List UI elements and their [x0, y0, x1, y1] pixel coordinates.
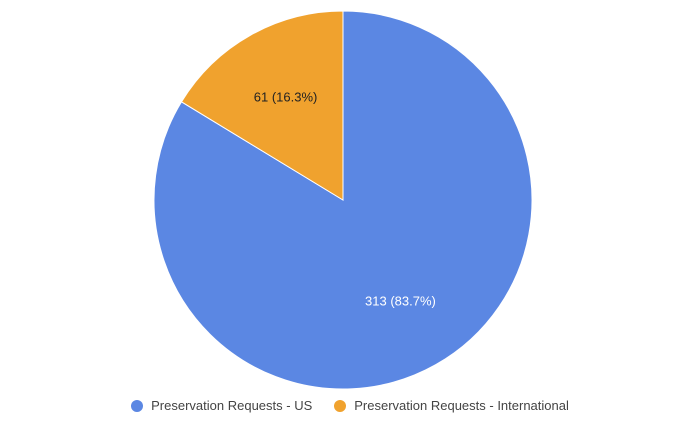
slice-label-us: 313 (83.7%)	[365, 294, 436, 309]
pie-slice-international	[180, 10, 344, 201]
legend-swatch-international	[334, 399, 347, 412]
chart-legend: Preservation Requests - US Preservation …	[0, 398, 700, 413]
legend-swatch-us	[131, 399, 144, 412]
legend-item-us: Preservation Requests - US	[131, 398, 312, 413]
legend-label-international: Preservation Requests - International	[354, 398, 569, 413]
slice-label-international: 61 (16.3%)	[254, 89, 318, 104]
legend-item-international: Preservation Requests - International	[334, 398, 569, 413]
legend-label-us: Preservation Requests - US	[151, 398, 313, 413]
